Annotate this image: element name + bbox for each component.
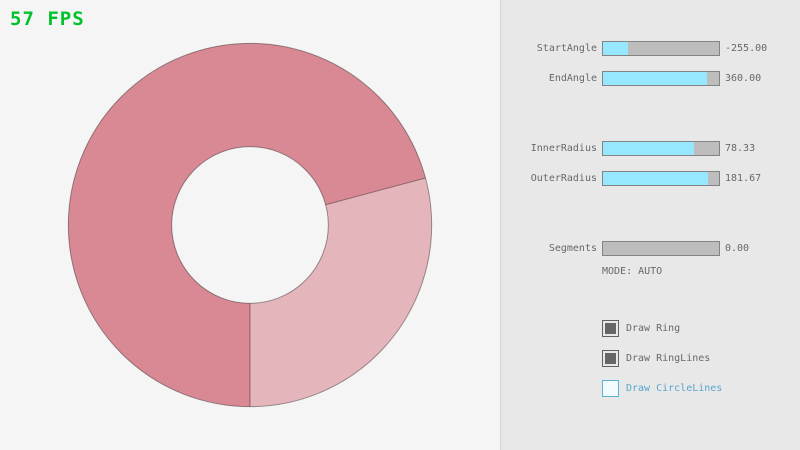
slider-label: OuterRadius (530, 173, 597, 184)
slider-row-startangle: StartAngle -255.00 (501, 41, 800, 56)
slider-fill (603, 42, 629, 55)
slider-row-innerradius: InnerRadius 78.33 (501, 141, 800, 156)
ring-sector-dark (68, 43, 426, 407)
slider-label: Segments (548, 243, 597, 254)
slider-row-outerradius: OuterRadius 181.67 (501, 171, 800, 186)
checkbox-label: Draw CircleLines (626, 383, 723, 394)
slider-label: StartAngle (536, 43, 597, 54)
ring-canvas (67, 42, 433, 408)
slider-label: EndAngle (548, 73, 597, 84)
ring-outer-outline (67, 42, 433, 408)
slider-row-endangle: EndAngle 360.00 (501, 71, 800, 86)
checkbox-label: Draw Ring (626, 323, 681, 334)
startangle-slider[interactable] (602, 41, 720, 56)
slider-fill (603, 142, 694, 155)
draw-circlelines-checkbox[interactable] (602, 380, 619, 397)
slider-label: InnerRadius (530, 143, 597, 154)
checkbox-label: Draw RingLines (626, 353, 711, 364)
checkmark-icon (605, 323, 616, 334)
checkbox-row-draw-ringlines: Draw RingLines (501, 350, 800, 367)
innerradius-slider[interactable] (602, 141, 720, 156)
segments-mode-label: MODE: AUTO (602, 266, 663, 277)
slider-value: -255.00 (725, 43, 768, 54)
segments-slider[interactable] (602, 241, 720, 256)
slider-row-segments: Segments 0.00 (501, 241, 800, 256)
slider-value: 360.00 (725, 73, 762, 84)
draw-ringlines-checkbox[interactable] (602, 350, 619, 367)
outerradius-slider[interactable] (602, 171, 720, 186)
slider-value: 181.67 (725, 173, 762, 184)
slider-fill (603, 172, 709, 185)
fps-counter: 57 FPS (10, 8, 85, 30)
control-panel: StartAngle -255.00 EndAngle 360.00 Inner… (500, 0, 800, 450)
draw-ring-checkbox[interactable] (602, 320, 619, 337)
slider-fill (603, 72, 708, 85)
ring-boundary-line-start (325, 177, 426, 206)
checkbox-row-draw-circlelines: Draw CircleLines (501, 380, 800, 397)
checkbox-row-draw-ring: Draw Ring (501, 320, 800, 337)
ring-sector-light (250, 177, 432, 407)
slider-value: 0.00 (725, 243, 750, 254)
ring-inner-outline (171, 146, 329, 304)
slider-value: 78.33 (725, 143, 756, 154)
checkmark-icon (605, 353, 616, 364)
endangle-slider[interactable] (602, 71, 720, 86)
